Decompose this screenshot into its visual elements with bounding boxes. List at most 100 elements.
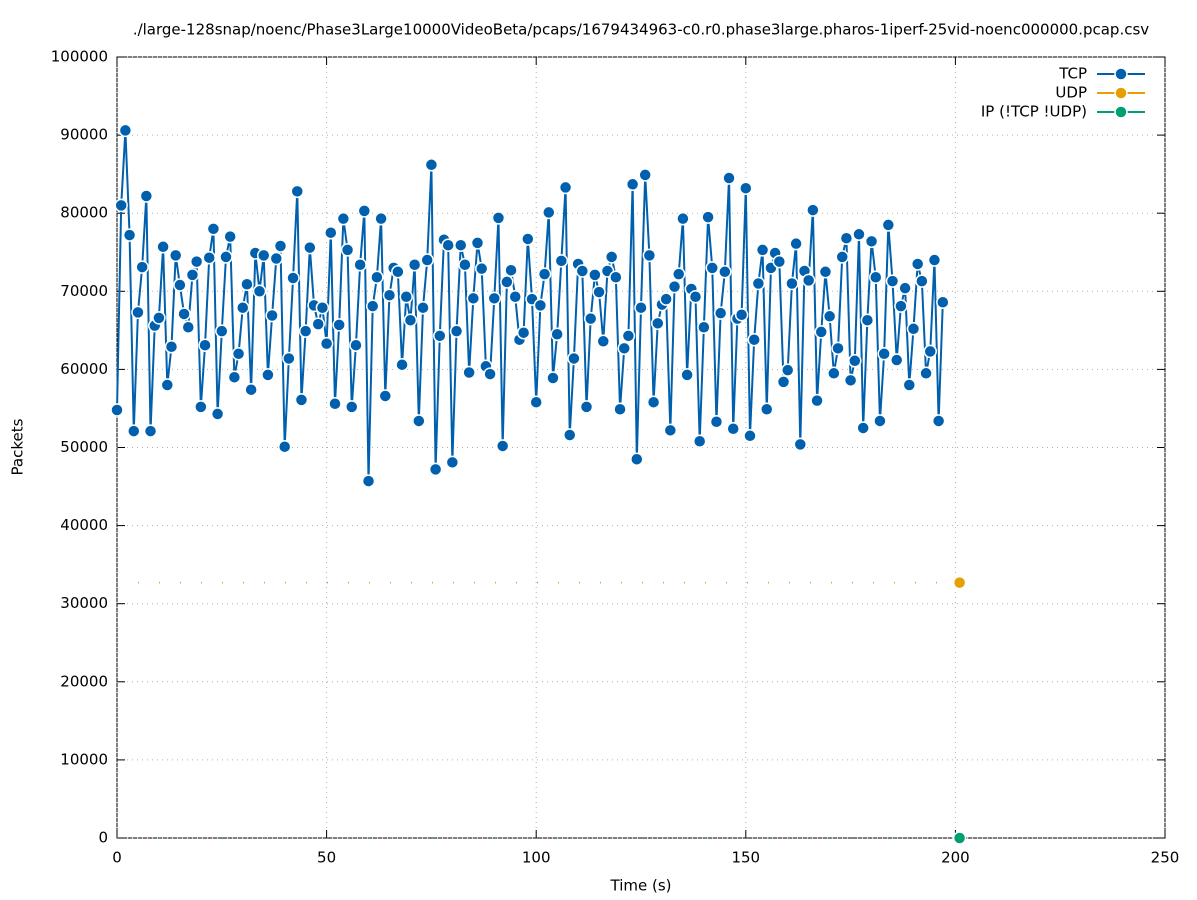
data-point (277, 439, 292, 454)
data-point (772, 254, 787, 269)
data-point (319, 336, 334, 351)
data-point (638, 168, 652, 182)
data-point (701, 210, 715, 224)
data-point (621, 329, 636, 343)
data-point (952, 831, 967, 845)
data-point (164, 340, 179, 354)
data-point (470, 236, 485, 250)
x-axis-label: Time (s) (610, 877, 672, 895)
data-point (877, 347, 891, 361)
data-point (340, 243, 355, 257)
data-point (793, 437, 808, 452)
data-point (382, 288, 397, 302)
data-point (189, 254, 204, 269)
data-point (927, 253, 942, 267)
x-tick-label: 100 (522, 849, 551, 867)
legend-label: IP (!TCP !UDP) (981, 103, 1087, 121)
data-point (671, 267, 686, 281)
data-point (818, 265, 833, 279)
data-point (168, 248, 183, 263)
data-point (831, 341, 845, 356)
data-point (596, 334, 611, 349)
data-point (202, 250, 216, 265)
legend-marker (1114, 86, 1128, 100)
data-point (646, 395, 661, 409)
data-point (743, 429, 757, 443)
data-point (181, 320, 196, 334)
data-point (529, 395, 543, 409)
data-point (269, 251, 284, 266)
data-point (814, 325, 829, 339)
data-point (546, 371, 560, 385)
data-point (848, 354, 862, 368)
data-point (692, 434, 707, 449)
data-point (152, 311, 166, 325)
data-point (688, 290, 703, 304)
data-point (223, 229, 237, 244)
data-point (827, 366, 841, 381)
x-tick-label: 0 (112, 849, 122, 867)
data-point (240, 277, 254, 292)
data-point (760, 402, 774, 416)
data-point (110, 403, 124, 417)
data-point (198, 338, 212, 352)
data-point (156, 240, 170, 254)
data-point (407, 257, 422, 272)
data-point (881, 218, 896, 232)
data-point (923, 344, 937, 359)
data-point (445, 455, 460, 470)
data-point (873, 414, 887, 428)
data-point (378, 389, 393, 403)
data-point (839, 231, 854, 245)
data-point (315, 300, 330, 315)
data-point (508, 290, 522, 304)
data-point (558, 180, 573, 195)
data-point (705, 261, 720, 275)
data-point (919, 366, 933, 381)
data-point (495, 439, 510, 453)
data-point (722, 171, 736, 185)
data-point (634, 300, 648, 315)
y-tick-label: 20000 (60, 672, 108, 690)
data-point (131, 305, 145, 320)
data-point (579, 400, 594, 414)
data-point (118, 123, 133, 138)
data-point (625, 177, 640, 192)
data-point (311, 317, 325, 331)
data-point (910, 257, 925, 271)
data-point (173, 278, 187, 292)
data-point (261, 368, 275, 382)
y-tick-label: 90000 (60, 126, 108, 144)
data-point (135, 260, 149, 274)
data-point (206, 222, 221, 236)
data-point (806, 203, 820, 217)
data-point (236, 300, 250, 315)
data-point (533, 298, 548, 313)
data-point (642, 248, 657, 263)
data-point (542, 205, 556, 220)
data-point (592, 285, 606, 299)
data-point (231, 347, 246, 361)
data-point (399, 290, 413, 304)
data-point (801, 273, 816, 288)
data-point (906, 322, 921, 336)
data-point (550, 327, 564, 342)
y-tick-label: 50000 (60, 438, 108, 456)
data-point (718, 265, 732, 279)
data-point (298, 324, 313, 338)
legend-marker (1114, 105, 1128, 119)
y-tick-label: 30000 (60, 594, 108, 612)
data-point (667, 279, 682, 294)
data-point (160, 378, 175, 392)
data-point (810, 393, 824, 408)
data-point (889, 353, 904, 367)
data-point (562, 428, 577, 442)
data-point (122, 228, 137, 242)
data-point (194, 400, 208, 414)
data-point (898, 281, 912, 295)
x-tick-label: 150 (731, 849, 760, 867)
data-point (617, 341, 631, 356)
x-tick-label: 200 (941, 849, 970, 867)
data-point (303, 240, 317, 255)
data-point (210, 407, 225, 421)
